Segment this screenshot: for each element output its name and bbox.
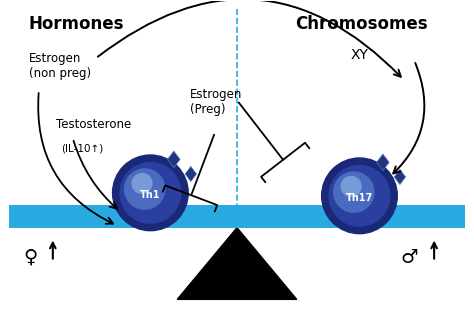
FancyArrowPatch shape — [73, 141, 117, 208]
Text: Testosterone: Testosterone — [56, 118, 131, 131]
Text: (IL-10↑): (IL-10↑) — [61, 143, 103, 153]
FancyArrowPatch shape — [393, 63, 424, 173]
FancyArrowPatch shape — [163, 135, 217, 212]
Text: ♂: ♂ — [401, 248, 418, 267]
Text: Hormones: Hormones — [29, 15, 124, 33]
Polygon shape — [185, 166, 197, 181]
Circle shape — [131, 173, 153, 194]
Text: XY: XY — [350, 48, 368, 62]
Bar — [9, 205, 465, 228]
Circle shape — [328, 165, 391, 227]
FancyArrowPatch shape — [38, 93, 113, 224]
Polygon shape — [377, 154, 389, 171]
Circle shape — [124, 168, 165, 210]
Polygon shape — [177, 228, 297, 299]
Polygon shape — [168, 151, 180, 168]
Circle shape — [119, 162, 182, 224]
Text: Th1: Th1 — [140, 190, 161, 200]
FancyArrowPatch shape — [98, 0, 401, 77]
Text: Th17: Th17 — [346, 193, 373, 203]
Text: Estrogen
(non preg): Estrogen (non preg) — [29, 52, 91, 80]
Circle shape — [322, 158, 397, 234]
Text: ♀: ♀ — [24, 248, 38, 267]
Circle shape — [340, 176, 362, 197]
Text: Estrogen
(Preg): Estrogen (Preg) — [190, 88, 243, 116]
Circle shape — [112, 155, 188, 231]
Polygon shape — [394, 169, 406, 185]
Text: Chromosomes: Chromosomes — [295, 15, 428, 33]
FancyArrowPatch shape — [239, 102, 310, 182]
Circle shape — [333, 171, 374, 213]
